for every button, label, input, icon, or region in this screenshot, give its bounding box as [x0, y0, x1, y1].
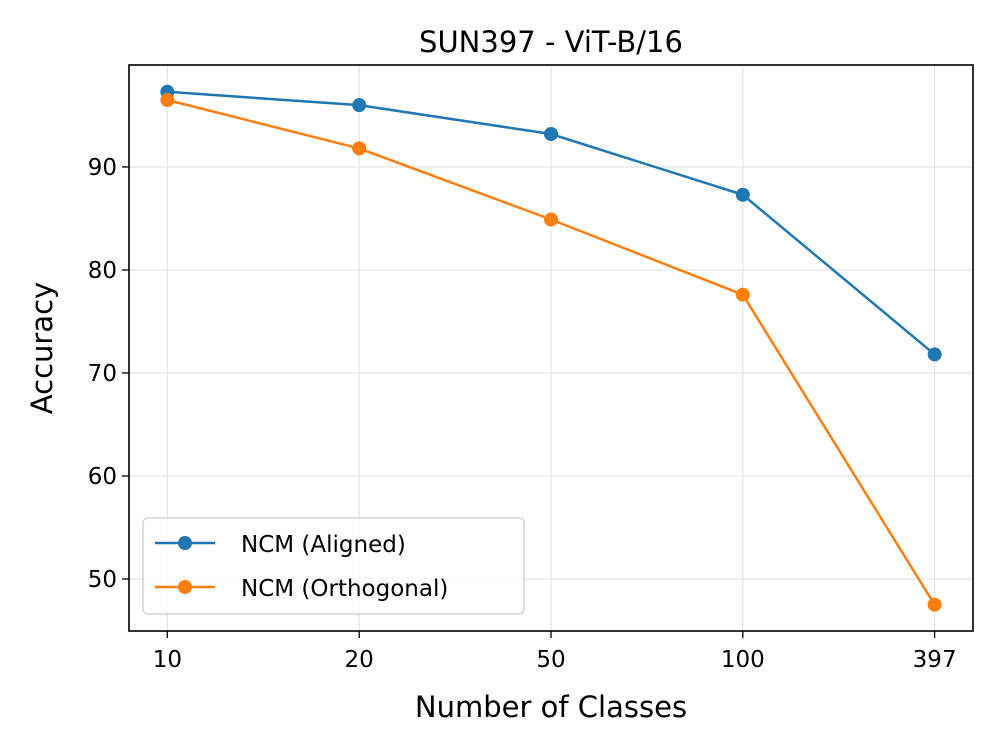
data-point	[160, 93, 175, 108]
legend-marker-orthogonal	[178, 580, 192, 594]
x-axis-label: Number of Classes	[415, 690, 687, 724]
y-tick-label: 50	[88, 567, 117, 593]
legend-label-aligned: NCM (Aligned)	[241, 532, 406, 558]
legend-marker-aligned	[178, 536, 192, 550]
data-point	[927, 347, 942, 362]
data-point	[352, 98, 367, 113]
ticks: 10 20 50 100 397 50 60 70 80 90	[88, 155, 957, 673]
legend: NCM (Aligned) NCM (Orthogonal)	[142, 517, 525, 615]
y-tick-label: 80	[88, 258, 117, 284]
data-point	[544, 127, 558, 142]
x-tick-label: 50	[536, 647, 565, 673]
data-point	[735, 287, 750, 302]
y-tick-label: 90	[88, 155, 117, 181]
data-point	[352, 141, 367, 156]
x-tick-label: 100	[721, 647, 765, 673]
y-tick-label: 60	[88, 464, 117, 490]
y-tick-label: 70	[88, 361, 117, 387]
legend-label-orthogonal: NCM (Orthogonal)	[241, 576, 448, 602]
x-tick-label: 20	[345, 647, 374, 673]
legend-box	[142, 517, 525, 615]
chart-title: SUN397 - ViT-B/16	[419, 25, 683, 59]
data-point	[544, 212, 558, 227]
y-axis-label: Accuracy	[25, 282, 59, 414]
series-group	[160, 84, 942, 612]
x-tick-label: 397	[913, 647, 957, 673]
data-point	[735, 187, 750, 202]
x-tick-label: 10	[153, 647, 182, 673]
data-point	[927, 597, 942, 612]
